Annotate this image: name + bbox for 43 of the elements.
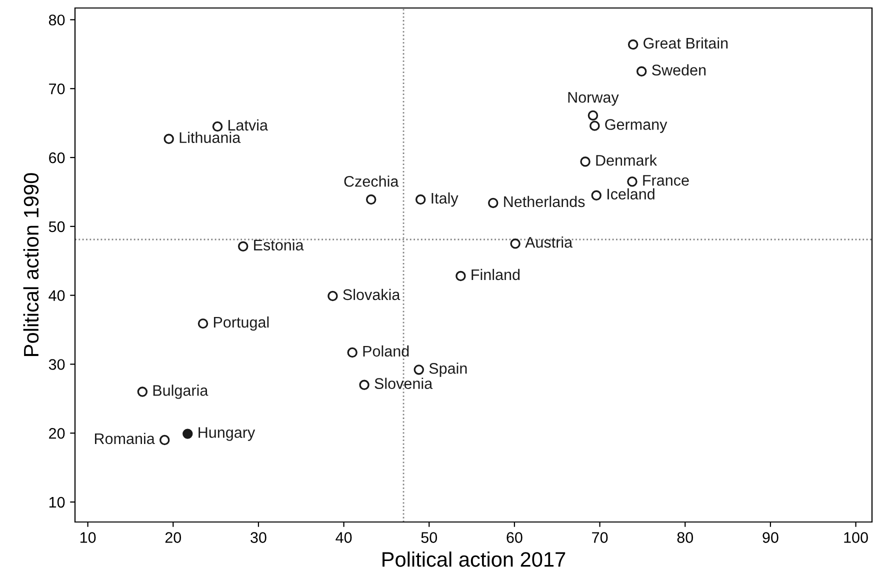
annotation: Sweden <box>652 64 706 76</box>
annotation: Poland <box>363 345 409 357</box>
annotation: Slovakia <box>343 288 400 300</box>
annotation: Portugal <box>214 316 269 331</box>
x-tick-label: 30 <box>250 532 266 543</box>
annotation: Romania <box>94 432 155 444</box>
x-tick-label: 60 <box>506 532 522 543</box>
annotation: Great Britain <box>644 37 728 49</box>
x-tick-label: 80 <box>677 532 694 543</box>
annotation: Estonia <box>254 239 304 250</box>
annotation: Finland <box>472 268 520 280</box>
y-tick-label: 80 <box>48 14 65 26</box>
x-tick-label: 90 <box>762 532 778 543</box>
annotation: Spain <box>429 362 467 377</box>
y-tick-label: 30 <box>48 359 65 370</box>
y-axis-title: Political action 1990 <box>23 173 39 356</box>
annotation: Czechia <box>344 176 399 187</box>
annotation: Latvia <box>228 119 268 131</box>
y-tick-label: 40 <box>48 290 65 302</box>
annotation: Iceland <box>608 188 654 200</box>
annotation: Lithuania <box>180 132 241 144</box>
annotation: Austria <box>525 236 573 248</box>
annotation: Slovenia <box>374 378 433 389</box>
annotation: Bulgaria <box>153 384 208 399</box>
x-tick-label: 20 <box>165 532 182 543</box>
annotation: Hungary <box>198 427 256 441</box>
x-tick-label: 100 <box>844 532 868 543</box>
annotation: Italy <box>432 192 458 207</box>
x-axis-title: Political action 2017 <box>382 552 566 567</box>
y-tick-label: 50 <box>48 221 65 232</box>
annotation: Norway <box>568 92 619 106</box>
y-tick-label: 20 <box>49 428 65 439</box>
annotation: France <box>643 175 689 186</box>
y-tick-label: 60 <box>49 152 65 164</box>
annotation: Netherlands <box>504 196 585 208</box>
x-tick-label: 70 <box>592 532 608 543</box>
x-tick-label: 10 <box>80 532 96 543</box>
y-tick-label: 10 <box>49 496 65 508</box>
annotation: Denmark <box>596 154 658 166</box>
x-tick-label: 40 <box>336 532 352 543</box>
x-tick-label: 50 <box>421 532 438 543</box>
annotation: Germany <box>605 119 668 133</box>
y-tick-label: 70 <box>49 83 65 94</box>
